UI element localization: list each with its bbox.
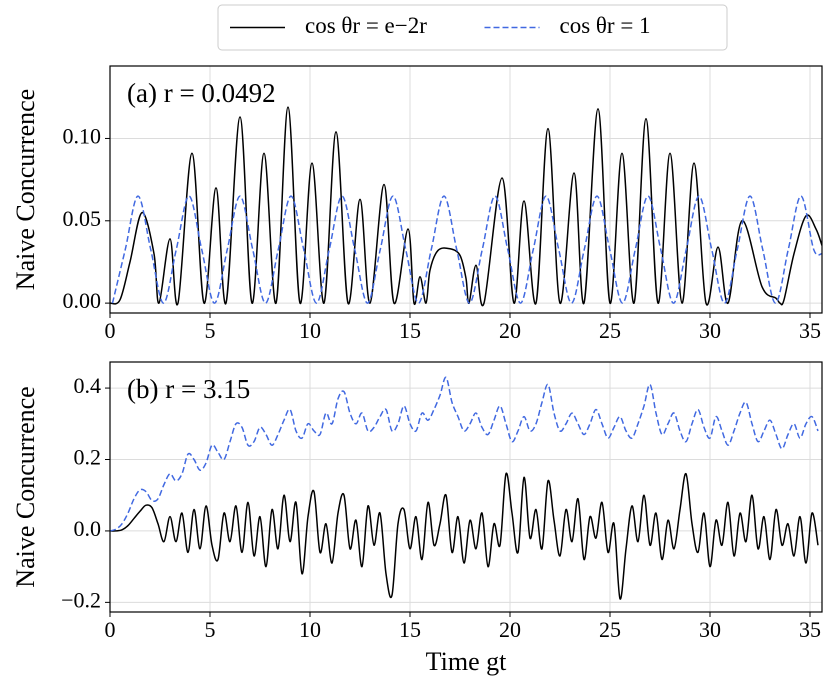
x-tick-label: 5 (205, 318, 216, 343)
legend-label: cos θr = 1 (560, 13, 651, 38)
y-tick-label: 0.10 (63, 124, 102, 149)
axes-frame (109, 65, 823, 314)
x-tick-label: 10 (299, 318, 321, 343)
series-line (110, 376, 819, 532)
x-tick-label: 30 (699, 617, 721, 642)
y-tick-label: 0.2 (74, 445, 102, 470)
x-tick-label: 20 (499, 617, 521, 642)
series-line (111, 195, 822, 304)
axes-frame (109, 361, 823, 613)
x-tick-label: 15 (399, 617, 421, 642)
x-tick-label: 15 (399, 318, 421, 343)
x-tick-label: 20 (499, 318, 521, 343)
x-tick-label: 25 (599, 318, 621, 343)
y-tick-label: 0.00 (63, 288, 102, 313)
x-tick-label: 0 (105, 617, 116, 642)
annotation: (b) r = 3.15 (127, 374, 250, 404)
x-tick-label: 10 (299, 617, 321, 642)
y-axis-label: Naive Concurrence (11, 386, 40, 587)
legend-box (217, 4, 728, 51)
y-axis-label: Naive Concurrence (11, 89, 40, 290)
x-tick-label: 35 (799, 318, 821, 343)
y-tick-label: 0.0 (74, 516, 102, 541)
series-line (110, 106, 822, 307)
y-tick-label: 0.4 (74, 373, 102, 398)
legend-label: cos θr = e−2r (305, 13, 427, 38)
x-tick-label: 25 (599, 617, 621, 642)
y-tick-label: 0.05 (63, 206, 102, 231)
x-axis-label: Time gt (426, 647, 507, 676)
legend: cos θr = e−2r cos θr = 1 (217, 4, 728, 51)
series-line (110, 472, 819, 600)
x-tick-label: 0 (105, 318, 116, 343)
x-tick-label: 5 (205, 617, 216, 642)
annotation: (a) r = 0.0492 (127, 78, 276, 108)
x-tick-label: 35 (799, 617, 821, 642)
y-tick-label: −0.2 (61, 587, 101, 612)
x-tick-label: 30 (699, 318, 721, 343)
